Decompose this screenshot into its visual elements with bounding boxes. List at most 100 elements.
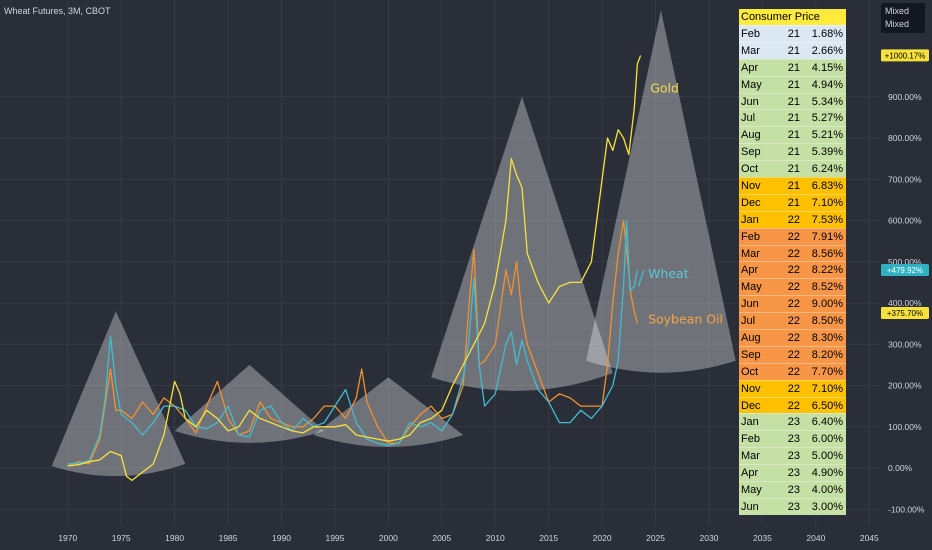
cpi-value: 7.91% [811,230,843,243]
cpi-year: 21 [787,112,800,125]
cpi-row: Apr 21 4.15% [739,58,846,76]
cpi-month: Oct [741,163,759,176]
cpi-year: 22 [787,365,800,378]
cpi-value: 5.21% [811,129,843,142]
cpi-month: Apr [741,467,759,480]
cpi-month: May [741,484,762,497]
cpi-row: May 23 4.00% [739,481,846,498]
cpi-row: Mar 22 8.56% [739,244,846,262]
value-badge [881,264,929,277]
cpi-value: 2.66% [811,44,843,57]
wheat-label-pointer [637,269,645,287]
x-tick-label: 2040 [806,533,825,543]
y-tick-label: 600.00% [888,216,922,226]
y-tick-label: 500.00% [888,257,922,267]
series-line-wheat [67,219,639,465]
cpi-table: Consumer Price Index Feb 21 1.68% Mar 21 2.66… [739,9,846,515]
cpi-year: 23 [787,433,800,446]
x-tick-label: 2000 [379,533,398,543]
cone-shape [174,364,325,443]
cpi-row: Oct 22 7.70% [739,362,846,380]
cpi-month: Jun [741,95,759,108]
x-axis: 1970 1975 1980 1985 1990 1995 2000 2005 2010 2015… [58,533,879,543]
value-badge-text: +375.70% [887,309,923,318]
cpi-row: Nov 21 6.83% [739,177,846,194]
cpi-row: Feb 21 1.68% [739,25,846,42]
cpi-value: 5.27% [811,112,843,125]
cpi-month: Nov [741,180,761,193]
cpi-month: May [741,78,762,91]
cone-shape [313,377,464,447]
cpi-month: Apr [741,264,759,277]
cpi-row: Apr 22 8.22% [739,261,846,279]
cpi-value: 5.00% [811,450,843,463]
x-tick-label: 2020 [593,533,612,543]
y-tick-label: 100.00% [888,422,922,432]
cpi-year: 23 [787,416,800,429]
cpi-year: 22 [787,298,800,311]
cpi-month: Jan [741,416,759,429]
cpi-row: Feb 23 6.00% [739,430,846,448]
cpi-year: 22 [787,382,800,395]
cpi-month: Nov [741,382,761,395]
cpi-year: 21 [787,163,800,176]
value-badge [881,49,929,62]
x-tick-label: 1985 [219,533,238,543]
value-badges: +479.92% +375.70% +1000.17% [881,49,929,320]
cpi-row: Feb 22 7.91% [739,227,846,245]
value-badge-text: +1000.17% [885,51,926,60]
cpi-month: Feb [741,28,760,40]
y-tick-label: -100.00% [888,504,925,514]
cpi-rows: Feb 21 1.68% Mar 21 2.66% Apr 21 4.15% May 21 4.94%… [739,25,846,515]
cpi-table-title: Consumer Price Index [739,9,846,39]
cpi-year: 21 [787,95,800,108]
cpi-row: Jun 23 3.00% [739,497,846,515]
cpi-row: Sep 22 8.20% [739,345,846,363]
cone-shape [51,311,186,477]
cpi-year: 22 [787,332,800,345]
cpi-value: 3.00% [811,500,843,513]
cpi-row: May 21 4.94% [739,75,846,93]
x-tick-label: 1995 [325,533,344,543]
cpi-month: Mar [741,450,760,463]
cpi-value: 7.10% [811,196,843,209]
cpi-month: Aug [741,332,761,345]
x-tick-label: 2035 [753,533,772,543]
series-line-soybean-oil [67,219,639,467]
cpi-value: 9.00% [811,298,843,311]
x-tick-label: 1980 [165,533,184,543]
cpi-row: Sep 21 5.39% [739,143,846,161]
cpi-year: 21 [787,44,800,57]
cpi-value: 7.70% [811,365,843,378]
cpi-value: 8.52% [811,281,843,294]
chart-title: Wheat Futures, 3M, CBOT [4,6,111,16]
cpi-value: 5.34% [811,95,843,108]
cpi-month: Jul [741,315,756,328]
cpi-row: Oct 21 6.24% [739,160,846,178]
value-badge [881,307,929,320]
cpi-month: Dec [741,399,761,412]
cpi-row: Jun 22 9.00% [739,295,846,313]
cpi-year: 21 [787,180,800,193]
cpi-value: 8.22% [811,264,843,277]
cpi-value: 6.24% [811,163,843,176]
mixed-indicator[interactable]: Mixed Mixed [881,3,925,33]
cpi-row: Mar 23 5.00% [739,447,846,465]
y-tick-label: 700.00% [888,174,922,184]
x-tick-label: 1970 [58,533,77,543]
cpi-month: Dec [741,196,761,209]
cpi-year: 22 [787,315,800,328]
cpi-value: 6.83% [811,180,843,193]
cpi-row: May 22 8.52% [739,278,846,296]
cpi-value: 8.20% [811,348,843,361]
cpi-month: Feb [741,230,760,243]
series-label: Soybean Oil [648,312,723,327]
cpi-row: Jul 21 5.27% [739,109,846,127]
x-tick-label: 1990 [272,533,291,543]
cpi-month: Jan [741,213,759,226]
x-tick-label: 2015 [539,533,558,543]
cpi-year: 21 [787,129,800,142]
cpi-value: 8.56% [811,247,843,260]
cpi-value: 6.00% [811,433,843,446]
